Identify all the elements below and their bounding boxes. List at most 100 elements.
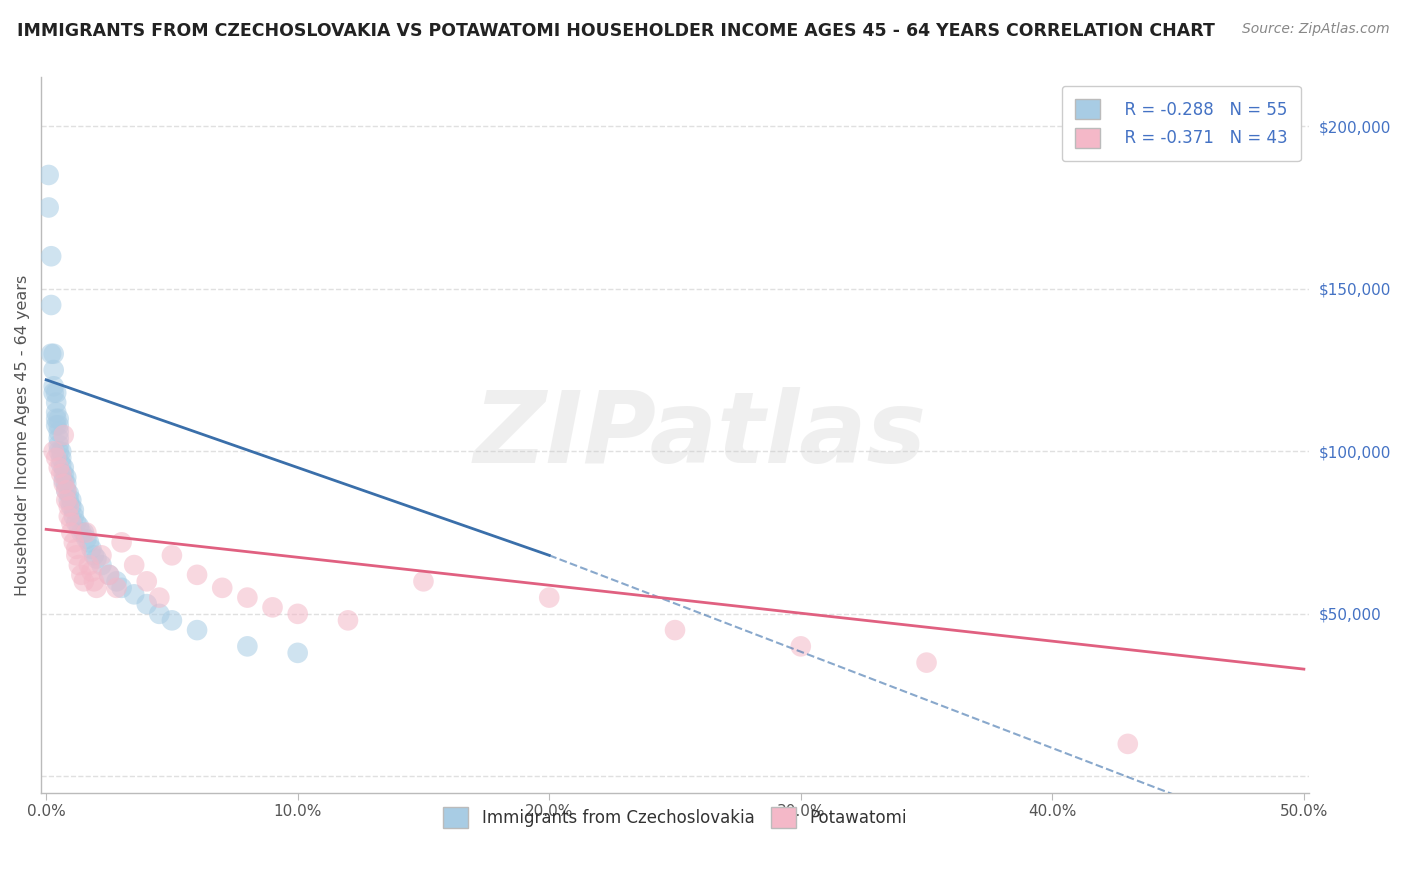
Point [135,574,157,589]
Point [83,574,105,589]
Point [412,574,434,589]
Point [48,418,70,433]
Point [42,363,65,377]
Point [52,474,75,488]
Point [39,249,62,263]
Point [48,411,70,425]
Point [83,549,105,563]
Text: IMMIGRANTS FROM CZECHOSLOVAKIA VS POTAWATOMI HOUSEHOLDER INCOME AGES 45 - 64 YEA: IMMIGRANTS FROM CZECHOSLOVAKIA VS POTAWA… [17,22,1215,40]
Point [80,565,103,579]
Point [287,646,309,660]
Point [38,201,60,215]
Point [70,525,93,540]
Point [98,567,121,582]
Point [790,640,813,654]
Point [48,438,70,452]
Point [73,525,96,540]
Point [55,476,77,491]
Point [105,581,128,595]
Point [51,444,73,458]
Point [75,525,97,540]
Point [45,385,67,400]
Point [75,532,97,546]
Point [45,450,67,465]
Point [236,591,259,605]
Point [73,574,96,589]
Point [38,168,60,182]
Point [58,509,80,524]
Point [148,591,170,605]
Point [55,470,77,484]
Point [45,405,67,419]
Text: ZIPatlas: ZIPatlas [474,386,927,483]
Point [60,516,83,530]
Point [86,551,108,566]
Point [135,597,157,611]
Point [236,640,259,654]
Point [77,558,100,573]
Point [45,411,67,425]
Point [262,600,284,615]
Point [42,379,65,393]
Point [52,460,75,475]
Point [52,467,75,481]
Point [60,525,83,540]
Point [160,613,183,627]
Point [55,483,77,498]
Point [90,549,112,563]
Point [337,613,360,627]
Point [1116,737,1139,751]
Y-axis label: Householder Income Ages 45 - 64 years: Householder Income Ages 45 - 64 years [15,275,30,596]
Point [60,493,83,508]
Point [110,535,132,549]
Point [86,581,108,595]
Point [62,503,84,517]
Point [122,587,145,601]
Point [65,541,87,556]
Point [58,486,80,500]
Point [65,549,87,563]
Point [148,607,170,621]
Text: Source: ZipAtlas.com: Source: ZipAtlas.com [1241,22,1389,37]
Point [45,418,67,433]
Point [51,458,73,472]
Point [39,298,62,312]
Point [42,444,65,458]
Point [42,385,65,400]
Point [70,567,93,582]
Point [915,656,938,670]
Point [48,431,70,445]
Point [77,535,100,549]
Point [58,493,80,508]
Point [287,607,309,621]
Point [48,444,70,458]
Point [186,623,208,637]
Point [51,467,73,481]
Point [62,535,84,549]
Point [62,509,84,524]
Point [48,425,70,439]
Point [51,450,73,465]
Point [122,558,145,573]
Point [48,460,70,475]
Point [55,483,77,498]
Legend: Immigrants from Czechoslovakia, Potawatomi: Immigrants from Czechoslovakia, Potawato… [436,801,914,834]
Point [42,347,65,361]
Point [67,558,90,573]
Point [65,516,87,530]
Point [98,567,121,582]
Point [80,541,103,556]
Point [160,549,183,563]
Point [60,500,83,514]
Point [110,581,132,595]
Point [67,519,90,533]
Point [45,395,67,409]
Point [538,591,561,605]
Point [211,581,233,595]
Point [105,574,128,589]
Point [39,347,62,361]
Point [58,500,80,514]
Point [52,476,75,491]
Point [664,623,686,637]
Point [52,428,75,442]
